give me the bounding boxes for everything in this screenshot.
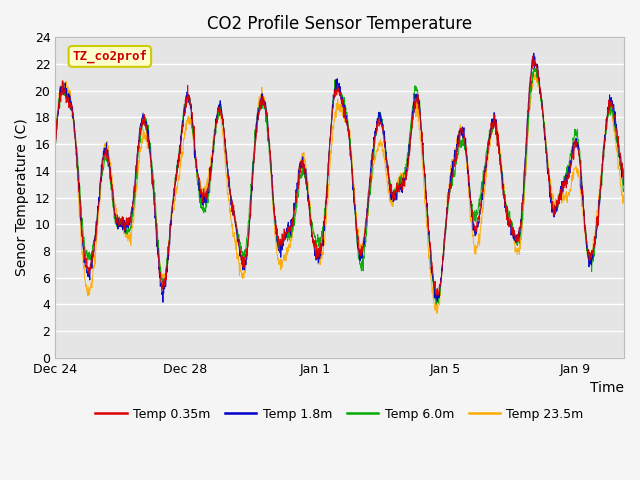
Line: Temp 23.5m: Temp 23.5m <box>55 71 624 313</box>
Line: Temp 0.35m: Temp 0.35m <box>55 56 624 295</box>
Temp 23.5m <box>51 146 59 152</box>
Temp 23.5m <box>620 198 628 204</box>
Line: Temp 1.8m: Temp 1.8m <box>55 53 624 302</box>
Temp 23.5m <box>533 68 541 73</box>
Temp 1.8m <box>100 148 108 154</box>
Legend: Temp 0.35m, Temp 1.8m, Temp 6.0m, Temp 23.5m: Temp 0.35m, Temp 1.8m, Temp 6.0m, Temp 2… <box>90 403 589 425</box>
Temp 0.35m <box>529 53 537 59</box>
Temp 1.8m <box>51 138 59 144</box>
Temp 6.0m <box>100 157 108 163</box>
Title: CO2 Profile Sensor Temperature: CO2 Profile Sensor Temperature <box>207 15 472 33</box>
Text: TZ_co2prof: TZ_co2prof <box>72 50 147 63</box>
Temp 1.8m <box>159 300 167 305</box>
Temp 6.0m <box>311 233 319 239</box>
Line: Temp 6.0m: Temp 6.0m <box>55 68 624 304</box>
Temp 6.0m <box>266 161 274 167</box>
Temp 0.35m <box>620 183 628 189</box>
Temp 23.5m <box>214 110 221 116</box>
Temp 6.0m <box>256 104 264 110</box>
Temp 6.0m <box>51 141 59 147</box>
Temp 1.8m <box>267 157 275 163</box>
X-axis label: Time: Time <box>590 381 624 395</box>
Temp 23.5m <box>433 311 441 316</box>
Y-axis label: Senor Temperature (C): Senor Temperature (C) <box>15 119 29 276</box>
Temp 0.35m <box>311 238 319 243</box>
Temp 0.35m <box>433 290 440 296</box>
Temp 1.8m <box>620 180 628 186</box>
Temp 6.0m <box>214 112 221 118</box>
Temp 0.35m <box>51 144 59 150</box>
Temp 0.35m <box>433 292 441 298</box>
Temp 23.5m <box>256 94 264 100</box>
Temp 1.8m <box>433 291 440 297</box>
Temp 23.5m <box>433 306 440 312</box>
Temp 23.5m <box>266 164 274 170</box>
Temp 0.35m <box>100 153 108 158</box>
Temp 6.0m <box>433 299 440 305</box>
Temp 23.5m <box>311 250 319 255</box>
Temp 1.8m <box>257 97 264 103</box>
Temp 1.8m <box>312 253 319 259</box>
Temp 6.0m <box>433 301 440 307</box>
Temp 0.35m <box>266 148 274 154</box>
Temp 0.35m <box>214 107 221 113</box>
Temp 0.35m <box>256 97 264 103</box>
Temp 1.8m <box>214 106 221 111</box>
Temp 6.0m <box>532 65 540 71</box>
Temp 1.8m <box>530 50 538 56</box>
Temp 23.5m <box>100 141 108 147</box>
Temp 6.0m <box>620 186 628 192</box>
